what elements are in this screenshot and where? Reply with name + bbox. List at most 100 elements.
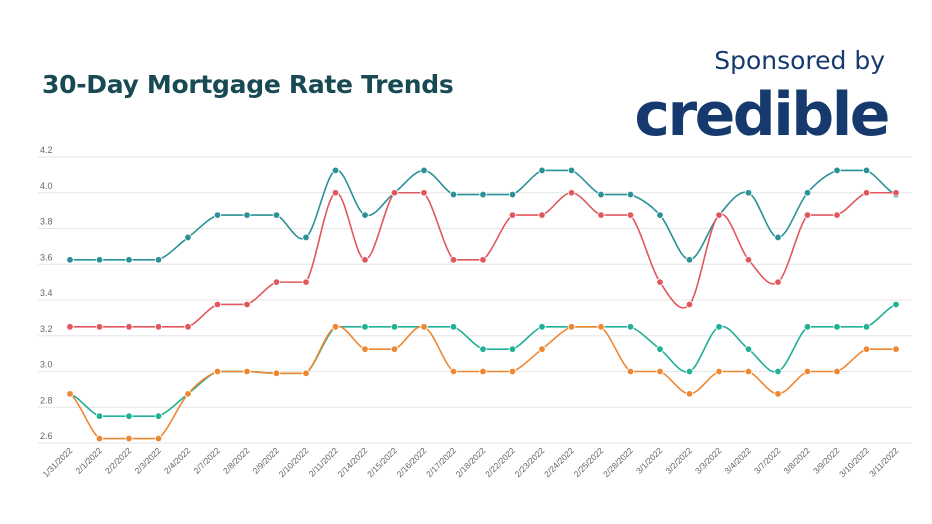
sponsor-label: Sponsored by (714, 46, 885, 75)
data-point (833, 166, 841, 175)
data-point (892, 189, 900, 197)
x-tick-label: 1/31/2022 (41, 445, 75, 479)
data-point (331, 166, 340, 175)
data-point (803, 323, 812, 331)
y-tick-label: 2.6 (40, 431, 53, 441)
data-point (508, 190, 517, 199)
data-point (892, 345, 900, 353)
data-point (272, 211, 281, 219)
x-tick-label: 2/28/2022 (601, 445, 635, 479)
series-line-1 (70, 169, 897, 261)
data-point (685, 256, 694, 264)
data-point (862, 345, 871, 353)
data-point (774, 233, 782, 242)
data-point (420, 166, 428, 175)
data-point (538, 211, 546, 219)
data-point (272, 369, 281, 377)
data-point (272, 278, 281, 286)
y-tick-label: 3.6 (40, 252, 53, 262)
x-tick-label: 2/25/2022 (572, 445, 606, 479)
data-point (744, 345, 753, 353)
x-tick-label: 2/10/2022 (277, 445, 311, 479)
data-point (626, 211, 635, 219)
data-point (449, 256, 458, 264)
x-tick-label: 2/18/2022 (454, 445, 488, 479)
x-tick-label: 2/2/2022 (103, 445, 134, 476)
data-point (449, 190, 458, 199)
data-point (213, 300, 222, 309)
data-point (66, 256, 74, 264)
x-tick-label: 3/10/2022 (837, 445, 871, 479)
y-tick-label: 2.8 (40, 395, 53, 405)
data-point (715, 211, 723, 219)
data-point (361, 211, 369, 219)
data-point (744, 189, 753, 197)
data-point (656, 345, 664, 353)
data-point (449, 323, 458, 331)
credible-logo: credible (634, 80, 890, 150)
data-point (479, 345, 487, 353)
data-point (656, 278, 664, 286)
x-tick-label: 2/24/2022 (542, 445, 576, 479)
data-point (302, 278, 310, 286)
data-point (744, 367, 753, 376)
data-point (567, 166, 576, 175)
data-point (892, 300, 900, 309)
x-tick-label: 2/7/2022 (191, 445, 222, 476)
y-axis: 2.6 2.8 3.0 3.2 3.4 3.6 3.8 4.0 4.2 (40, 145, 53, 441)
data-point (331, 189, 340, 197)
x-tick-label: 2/14/2022 (336, 445, 370, 479)
data-point (95, 323, 104, 331)
data-point (154, 412, 163, 420)
y-tick-label: 3.0 (40, 360, 53, 370)
data-point (744, 256, 753, 264)
data-point (66, 323, 74, 331)
data-point (597, 190, 605, 199)
data-point (361, 256, 369, 264)
data-point (361, 323, 369, 331)
data-point (184, 323, 192, 331)
data-point (125, 434, 133, 443)
data-point (626, 323, 635, 331)
data-point (626, 190, 635, 199)
data-point (508, 367, 517, 376)
data-point (538, 345, 546, 353)
data-point (803, 189, 812, 197)
data-point (449, 367, 458, 376)
data-point (95, 412, 104, 420)
x-axis: 1/31/2022 2/1/2022 2/2/2022 2/3/2022 2/4/202… (41, 445, 901, 479)
x-tick-label: 2/15/2022 (365, 445, 399, 479)
data-point (597, 211, 605, 219)
data-point (656, 211, 664, 219)
data-point (508, 345, 517, 353)
x-tick-label: 3/1/2022 (634, 445, 665, 476)
data-point (243, 367, 251, 376)
y-tick-label: 3.8 (40, 217, 53, 227)
series-line-3 (69, 303, 897, 417)
data-point (685, 390, 694, 398)
data-point (479, 367, 487, 376)
y-tick-label: 4.2 (40, 145, 53, 155)
data-point (302, 233, 310, 242)
series-lines (69, 169, 897, 440)
x-tick-label: 3/4/2022 (722, 445, 753, 476)
y-tick-label: 3.4 (40, 288, 53, 298)
data-point (420, 323, 428, 331)
data-point (184, 233, 192, 242)
data-point (420, 189, 428, 197)
data-point (685, 367, 694, 376)
x-tick-label: 3/11/2022 (867, 445, 901, 479)
y-tick-label: 4.0 (40, 181, 53, 191)
data-point (833, 211, 841, 219)
x-tick-label: 3/7/2022 (752, 445, 783, 476)
data-point (626, 367, 635, 376)
data-point (390, 345, 399, 353)
data-point (685, 300, 694, 309)
data-point (715, 323, 723, 331)
data-point (774, 390, 782, 398)
data-point (361, 345, 369, 353)
x-tick-label: 3/8/2022 (781, 445, 812, 476)
data-point (213, 211, 222, 219)
data-point (184, 390, 192, 398)
